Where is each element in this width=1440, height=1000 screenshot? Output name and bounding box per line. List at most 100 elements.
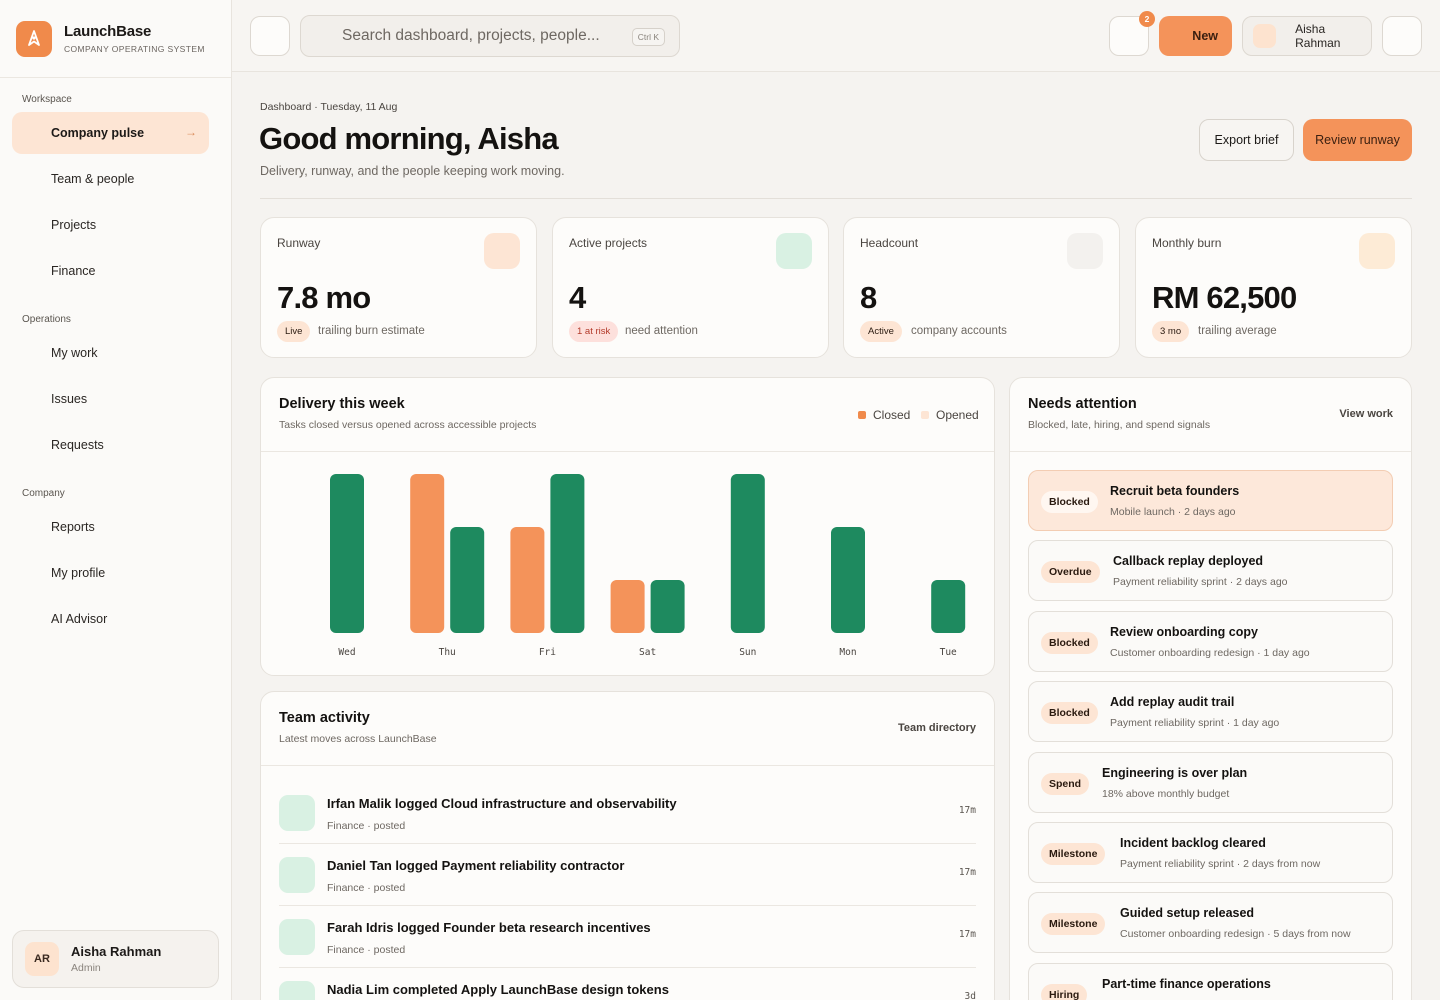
- activity-row[interactable]: Farah Idris logged Founder beta research…: [279, 906, 976, 968]
- activity-subtitle: Finance · posted: [327, 882, 406, 894]
- page-subtitle: Delivery, runway, and the people keeping…: [260, 164, 565, 178]
- header-divider: [260, 198, 1412, 199]
- brand[interactable]: LaunchBase COMPANY OPERATING SYSTEM: [0, 0, 231, 78]
- sidebar-item-label: Issues: [51, 392, 88, 406]
- people-icon: [1067, 233, 1103, 269]
- menu-toggle-button[interactable]: [250, 16, 290, 56]
- panel-title: Team activity: [279, 710, 370, 726]
- review-runway-button[interactable]: Review runway: [1303, 119, 1412, 161]
- status-badge: Blocked: [1041, 702, 1098, 724]
- needs-item[interactable]: Blocked Add replay audit trail Payment r…: [1028, 681, 1393, 742]
- stat-value: 4: [569, 280, 586, 315]
- stat-card-runway[interactable]: Runway 7.8 mo Live trailing burn estimat…: [260, 217, 537, 358]
- needs-item[interactable]: Milestone Guided setup released Customer…: [1028, 892, 1393, 953]
- needs-item[interactable]: Hiring Part-time finance operations: [1028, 963, 1393, 1000]
- needs-item-subtitle: Payment reliability sprint · 2 days ago: [1113, 576, 1288, 588]
- sidebar-item-reports[interactable]: Reports: [12, 506, 209, 548]
- x-tick-label: Mon: [839, 647, 856, 658]
- status-badge: Milestone: [1041, 843, 1106, 865]
- bar-closed-fri: [550, 474, 585, 633]
- notification-count-badge: 2: [1139, 11, 1155, 27]
- needs-item-title: Part-time finance operations: [1102, 977, 1271, 991]
- needs-item[interactable]: Blocked Recruit beta founders Mobile lau…: [1028, 470, 1393, 531]
- activity-subtitle: Finance · posted: [327, 944, 406, 956]
- needs-item[interactable]: Blocked Review onboarding copy Customer …: [1028, 611, 1393, 672]
- sidebar-item-label: Company pulse: [51, 126, 145, 140]
- activity-time: 17m: [958, 867, 976, 878]
- needs-item[interactable]: Milestone Incident backlog cleared Payme…: [1028, 822, 1393, 883]
- needs-item[interactable]: Spend Engineering is over plan 18% above…: [1028, 752, 1393, 813]
- settings-button[interactable]: [1382, 16, 1422, 56]
- user-menu-button[interactable]: Aisha Rahman: [1242, 16, 1372, 56]
- panel-subtitle: Blocked, late, hiring, and spend signals: [1028, 419, 1211, 431]
- arrow-right-icon: →: [185, 125, 197, 139]
- sidebar-item-finance[interactable]: Finance: [12, 250, 209, 292]
- sidebar-user-card[interactable]: AR Aisha Rahman Admin: [12, 930, 219, 988]
- needs-item-title: Engineering is over plan: [1102, 766, 1248, 780]
- export-brief-button[interactable]: Export brief: [1199, 119, 1294, 161]
- stat-value: 7.8 mo: [277, 280, 371, 315]
- x-tick-label: Thu: [439, 647, 456, 658]
- x-tick-label: Sun: [739, 647, 756, 658]
- sidebar-item-my-work[interactable]: My work: [12, 332, 209, 374]
- needs-item[interactable]: Overdue Callback replay deployed Payment…: [1028, 540, 1393, 601]
- stat-card-headcount[interactable]: Headcount 8 Active company accounts: [843, 217, 1120, 358]
- topbar: Search dashboard, projects, people... Ct…: [232, 0, 1440, 72]
- sidebar-item-requests[interactable]: Requests: [12, 424, 209, 466]
- activity-row[interactable]: Daniel Tan logged Payment reliability co…: [279, 844, 976, 906]
- needs-item-subtitle: Customer onboarding redesign · 5 days fr…: [1120, 928, 1351, 940]
- status-badge: Spend: [1041, 773, 1090, 795]
- delivery-bar-chart: Wed Thu Fri Sat Sun Mon Tue: [330, 474, 966, 658]
- sidebar-item-team-people[interactable]: Team & people: [12, 158, 209, 200]
- activity-time: 17m: [958, 929, 976, 940]
- sidebar-item-issues[interactable]: Issues: [12, 378, 209, 420]
- sidebar-item-ai-advisor[interactable]: AI Advisor: [12, 598, 209, 640]
- activity-title: Daniel Tan logged Payment reliability co…: [327, 858, 625, 873]
- x-tick-label: Fri: [539, 647, 556, 658]
- brand-subtitle: COMPANY OPERATING SYSTEM: [64, 44, 205, 54]
- nav-section-workspace: Workspace: [22, 94, 72, 105]
- sidebar-item-my-profile[interactable]: My profile: [12, 552, 209, 594]
- bar-closed-sat: [650, 580, 685, 633]
- team-directory-link[interactable]: Team directory: [897, 722, 976, 734]
- sidebar-item-label: Team & people: [51, 172, 135, 186]
- rocket-logo-icon: [16, 20, 52, 57]
- bar-opened-thu: [410, 474, 445, 633]
- new-button[interactable]: New: [1159, 16, 1232, 56]
- avatar: AR: [25, 942, 59, 976]
- view-work-link[interactable]: View work: [1339, 408, 1393, 420]
- stat-label: Monthly burn: [1152, 236, 1222, 250]
- activity-row[interactable]: Nadia Lim completed Apply LaunchBase des…: [279, 968, 976, 1000]
- stat-card-monthly-burn[interactable]: Monthly burn RM 62,500 3 mo trailing ave…: [1135, 217, 1412, 358]
- bar-closed-wed: [330, 474, 364, 633]
- activity-time: 17m: [958, 805, 976, 816]
- sidebar-item-label: My work: [51, 346, 98, 360]
- bar-opened-fri: [510, 527, 545, 633]
- sidebar-item-label: Requests: [51, 438, 104, 452]
- legend-label: Closed: [873, 408, 911, 422]
- nav-section-operations: Operations: [22, 314, 71, 325]
- bar-closed-thu: [450, 527, 485, 633]
- status-badge: 3 mo: [1152, 321, 1190, 342]
- activity-icon: [279, 857, 315, 893]
- stat-card-active-projects[interactable]: Active projects 4 1 at risk need attenti…: [552, 217, 829, 358]
- user-name: Aisha Rahman: [71, 944, 162, 959]
- search-input[interactable]: Search dashboard, projects, people... Ct…: [300, 15, 680, 57]
- needs-item-subtitle: Mobile launch · 2 days ago: [1110, 506, 1236, 518]
- sidebar-item-label: AI Advisor: [51, 612, 108, 626]
- notifications-button[interactable]: 2: [1109, 11, 1155, 56]
- sidebar-item-label: My profile: [51, 566, 106, 580]
- stat-value: RM 62,500: [1152, 280, 1297, 315]
- panel-subtitle: Latest moves across LaunchBase: [279, 733, 437, 745]
- legend-closed: Closed: [858, 408, 910, 422]
- stat-label: Headcount: [860, 236, 919, 250]
- status-badge: Hiring: [1041, 984, 1088, 1000]
- sidebar-item-company-pulse[interactable]: Company pulse →: [12, 112, 209, 154]
- activity-row[interactable]: Irfan Malik logged Cloud infrastructure …: [279, 782, 976, 844]
- activity-icon: [279, 795, 315, 831]
- bar-closed-mon: [831, 527, 865, 633]
- activity-subtitle: Finance · posted: [327, 820, 406, 832]
- needs-item-subtitle: Payment reliability sprint · 2 days from…: [1120, 858, 1321, 870]
- sidebar-item-projects[interactable]: Projects: [12, 204, 209, 246]
- stat-note: need attention: [625, 325, 698, 337]
